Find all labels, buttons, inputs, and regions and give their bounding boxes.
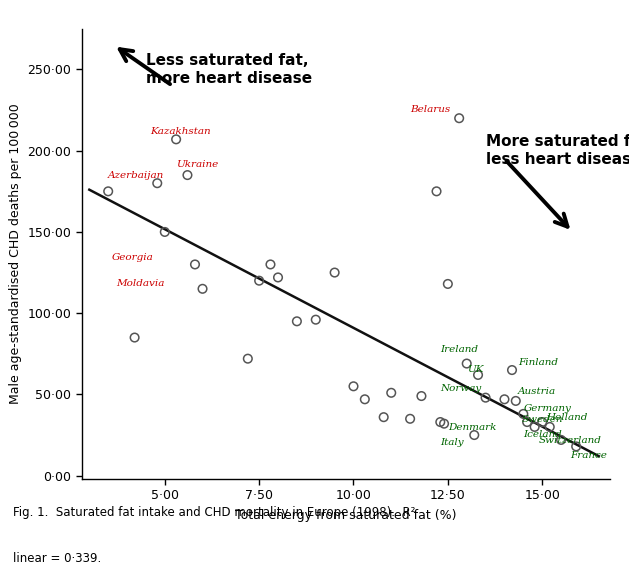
- Point: [556, 435, 566, 444]
- Text: Sweden: Sweden: [521, 415, 563, 424]
- Text: Denmark: Denmark: [448, 423, 496, 432]
- Text: Finland: Finland: [518, 358, 558, 367]
- Text: Fig. 1.  Saturated fat intake and CHD mortality in Europe (1998).  R²: Fig. 1. Saturated fat intake and CHD mor…: [13, 506, 415, 519]
- Text: Belarus: Belarus: [410, 104, 450, 114]
- Point: [431, 187, 442, 196]
- Point: [311, 315, 321, 324]
- Point: [439, 419, 449, 428]
- Point: [265, 260, 276, 269]
- Point: [273, 273, 283, 282]
- Point: [160, 227, 170, 237]
- Point: [348, 381, 359, 391]
- Text: Norway: Norway: [440, 384, 482, 393]
- Text: UK: UK: [467, 365, 483, 374]
- Text: Less saturated fat,
more heart disease: Less saturated fat, more heart disease: [146, 53, 312, 85]
- Point: [518, 409, 528, 418]
- Point: [522, 417, 532, 426]
- Point: [130, 333, 140, 342]
- Point: [292, 317, 302, 326]
- Text: Austria: Austria: [518, 387, 556, 396]
- Point: [171, 134, 181, 144]
- Point: [254, 276, 264, 285]
- Point: [481, 393, 491, 402]
- Point: [198, 284, 208, 294]
- Text: France: France: [571, 451, 608, 460]
- Text: Germany: Germany: [523, 404, 571, 413]
- Point: [243, 354, 253, 364]
- Text: Kazakhstan: Kazakhstan: [150, 128, 210, 136]
- Point: [103, 187, 113, 196]
- Point: [511, 396, 521, 406]
- Point: [571, 442, 581, 451]
- Point: [462, 359, 472, 368]
- Point: [152, 179, 162, 188]
- Text: Holland: Holland: [546, 413, 587, 422]
- Text: Moldavia: Moldavia: [116, 279, 164, 287]
- Point: [379, 413, 389, 422]
- Text: Ukraine: Ukraine: [176, 160, 218, 169]
- Point: [507, 365, 517, 374]
- Point: [454, 114, 464, 123]
- Text: Italy: Italy: [440, 438, 464, 447]
- Text: More saturated fat,
less heart disease: More saturated fat, less heart disease: [486, 134, 629, 167]
- Point: [182, 170, 192, 179]
- Point: [469, 430, 479, 440]
- Point: [443, 279, 453, 288]
- Text: Ireland: Ireland: [440, 345, 478, 354]
- Point: [386, 388, 396, 398]
- Point: [405, 414, 415, 424]
- Text: Georgia: Georgia: [112, 253, 153, 261]
- Point: [435, 417, 445, 426]
- Point: [330, 268, 340, 277]
- Text: Azerbaijan: Azerbaijan: [108, 171, 164, 181]
- Point: [545, 422, 555, 432]
- Point: [499, 395, 509, 404]
- X-axis label: Total energy from saturated fat (%): Total energy from saturated fat (%): [235, 509, 457, 522]
- Point: [537, 417, 547, 426]
- Point: [360, 395, 370, 404]
- Point: [416, 391, 426, 400]
- Point: [530, 422, 540, 432]
- Point: [190, 260, 200, 269]
- Text: linear = 0·339.: linear = 0·339.: [13, 552, 101, 565]
- Text: Iceland: Iceland: [523, 430, 562, 439]
- Y-axis label: Male age-standardised CHD deaths per 100 000: Male age-standardised CHD deaths per 100…: [9, 103, 22, 404]
- Point: [473, 370, 483, 380]
- Text: Switzerland: Switzerland: [538, 436, 601, 445]
